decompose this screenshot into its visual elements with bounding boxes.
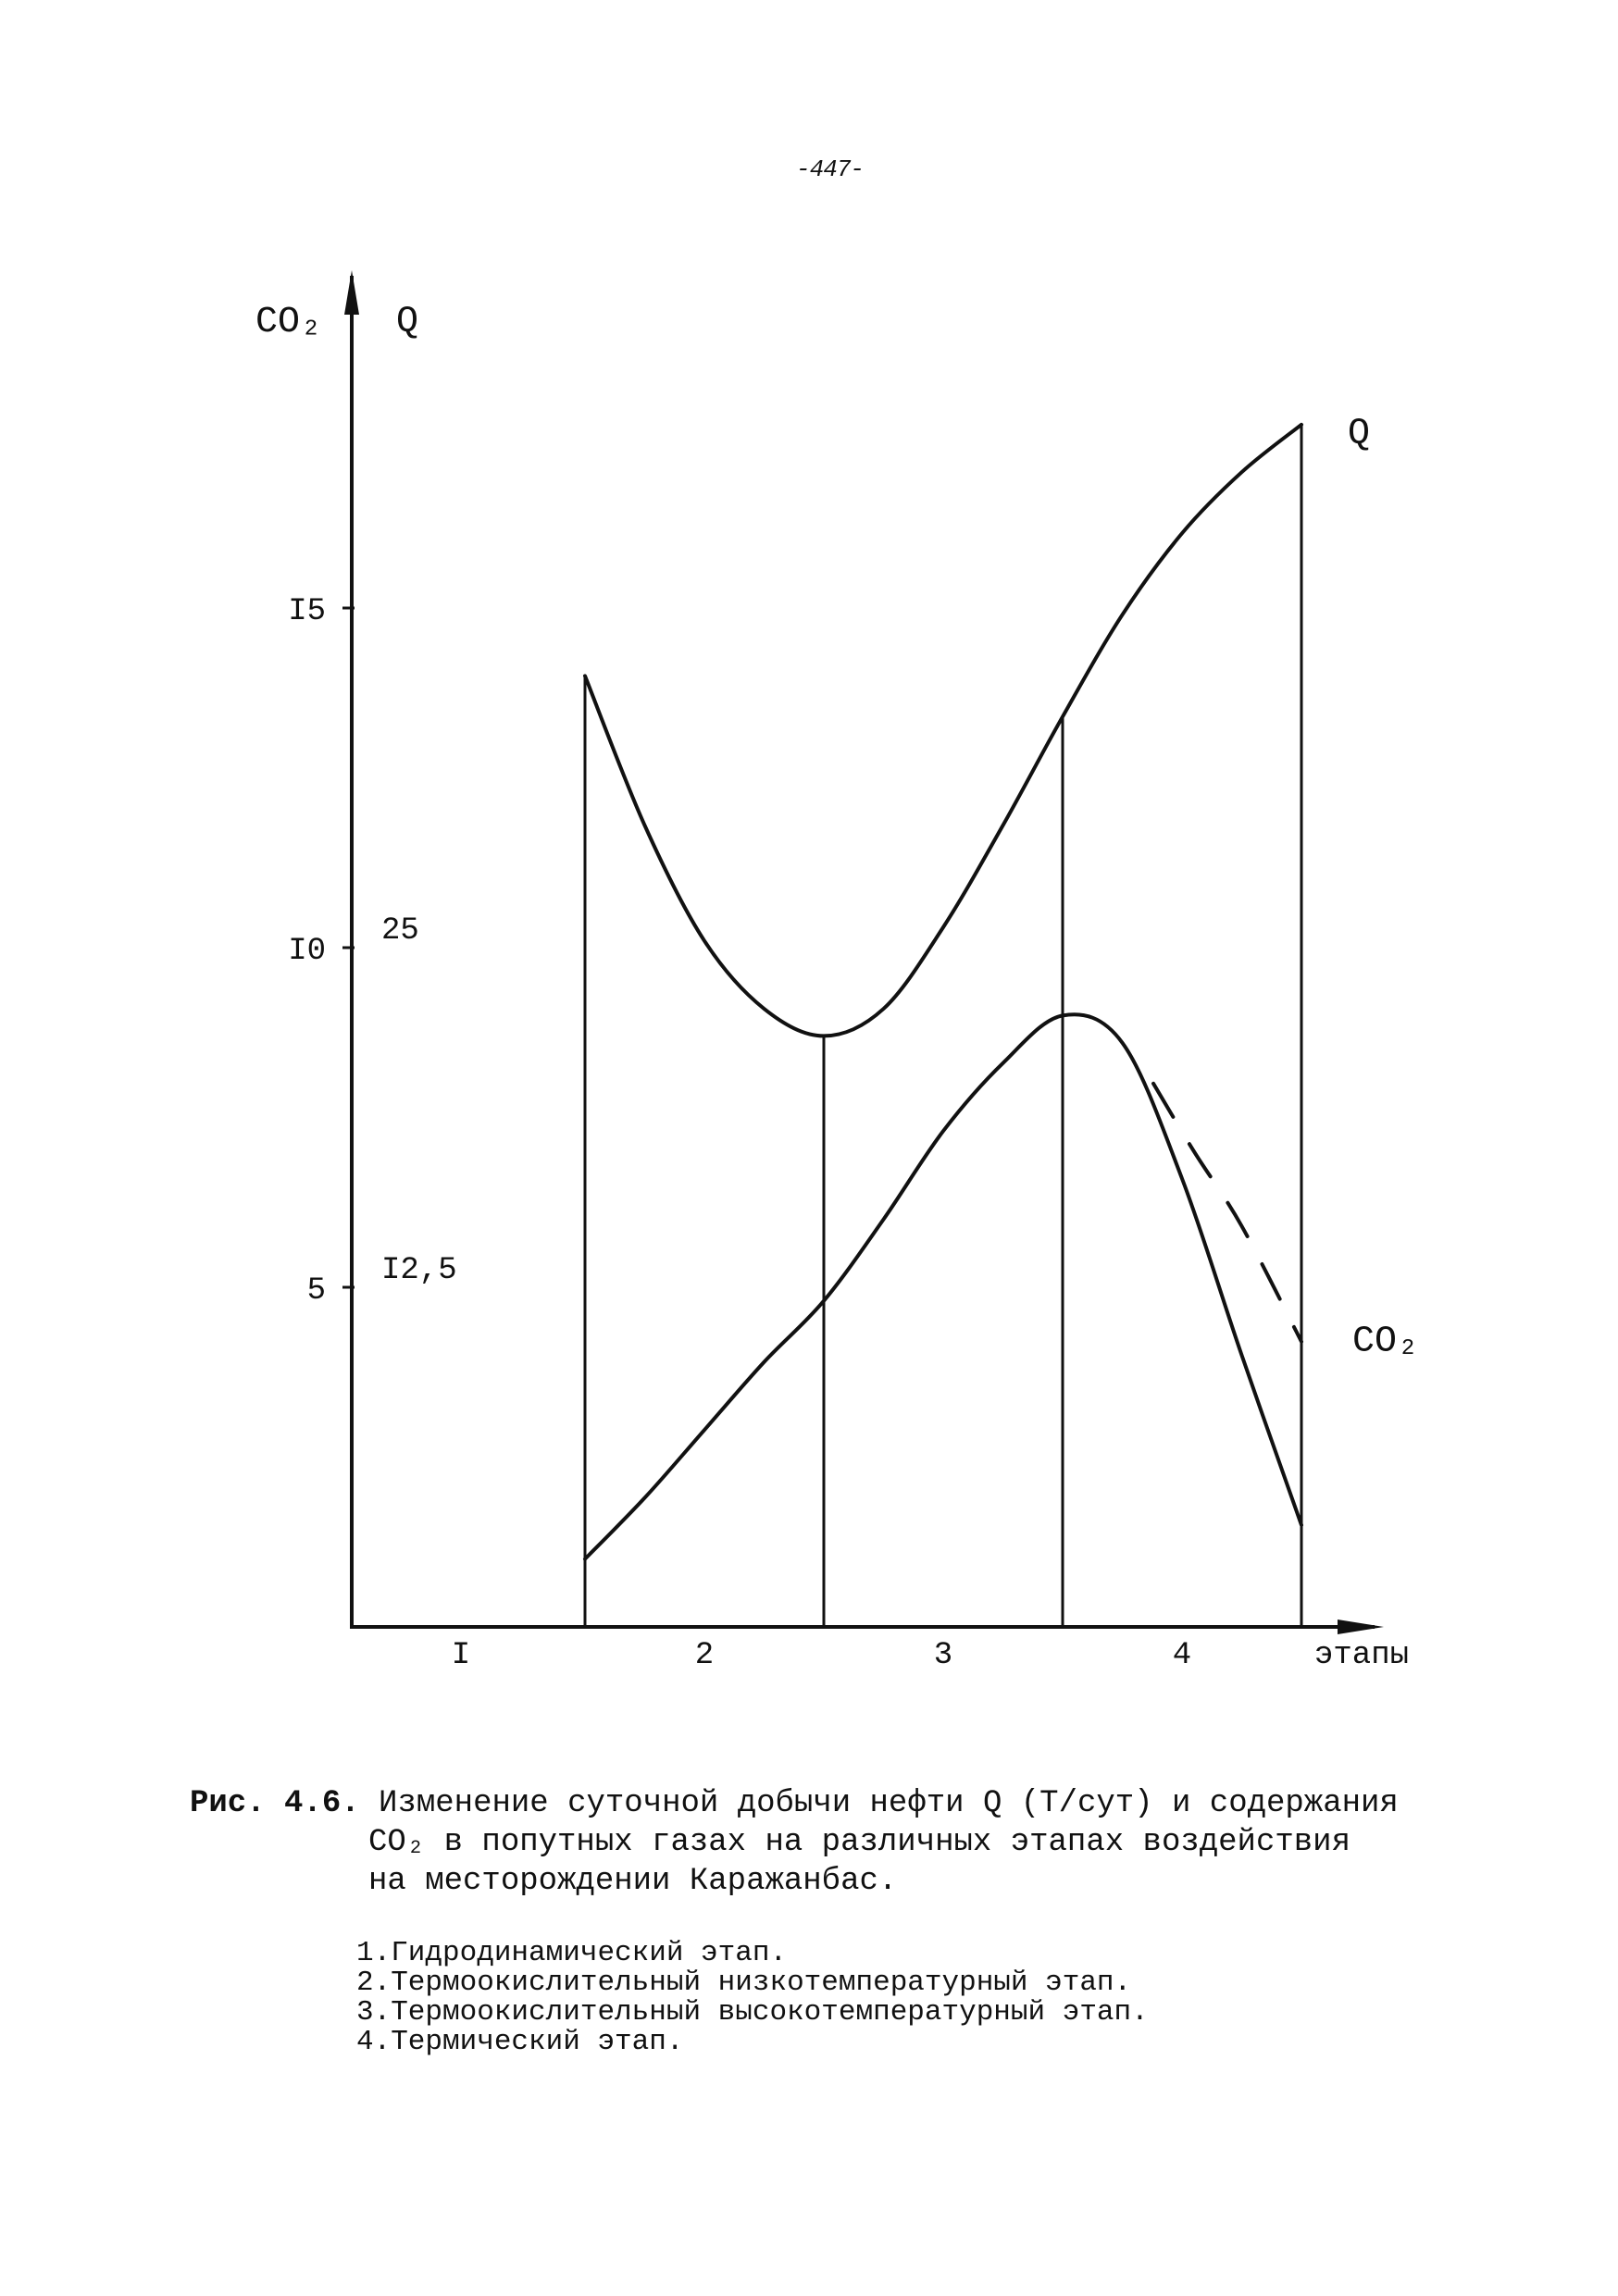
co2-tick-group: I5 I0 5 [288,594,355,1309]
page-number: -447- [796,155,865,183]
caption-text-1: Изменение суточной добычи нефти Q (Т/сут… [379,1786,1399,1821]
q-tick-group: 25 I2,5 [381,913,457,1288]
co2-curve-label: CO₂ [1352,1322,1419,1363]
series-group [583,422,1303,1561]
stage-item-2: 2.Термоокислительный низкотемпературный … [356,1967,1132,1999]
caption-line-3: на месторождении Каражанбас. [368,1864,898,1899]
x-axis-title: этапы [1314,1638,1409,1673]
co2-curve [583,1012,1303,1561]
y-axis-right-title: Q [396,302,418,343]
x-category-label: 2 [695,1638,714,1673]
x-category-label: I [452,1638,470,1673]
q-tick-label: I2,5 [381,1253,457,1288]
q-curve [583,422,1303,1038]
x-category-group: I 2 3 4 [452,1638,1191,1673]
chart-svg: CO₂ Q этапы I5 I0 5 25 I2,5 I 2 3 4 Q CO₂ [255,270,1419,1673]
figure-label: Рис. 4.6. [190,1786,360,1821]
x-axis-arrow [1338,1620,1384,1634]
caption-line-2: CO₂ в попутных газах на различных этапах… [368,1825,1350,1860]
y-axis-left-title: CO₂ [255,302,322,343]
y-axis-arrow [344,270,359,315]
q-tick-label: 25 [381,913,419,949]
q-curve-label: Q [1348,414,1370,455]
stage-item-4: 4.Термический этап. [356,2026,684,2058]
figure-caption: Рис. 4.6. Изменение суточной добычи нефт… [190,1784,1504,1901]
co2-tick-label: I0 [288,934,326,969]
co2-dashed-curve [1151,1081,1303,1344]
co2-tick-label: I5 [288,594,326,629]
x-category-label: 3 [934,1638,952,1673]
stages-list: 1.Гидродинамический этап. 2.Термоокислит… [356,1939,1149,2057]
x-category-label: 4 [1173,1638,1191,1673]
caption-line-1: Рис. 4.6. Изменение суточной добычи нефт… [190,1784,1504,1823]
stage-item-1: 1.Гидродинамический этап. [356,1937,788,1969]
co2-tick-label: 5 [307,1273,326,1309]
stage-boundary-group [583,424,1303,1627]
stage-item-3: 3.Термоокислительный высокотемпературный… [356,1996,1149,2029]
